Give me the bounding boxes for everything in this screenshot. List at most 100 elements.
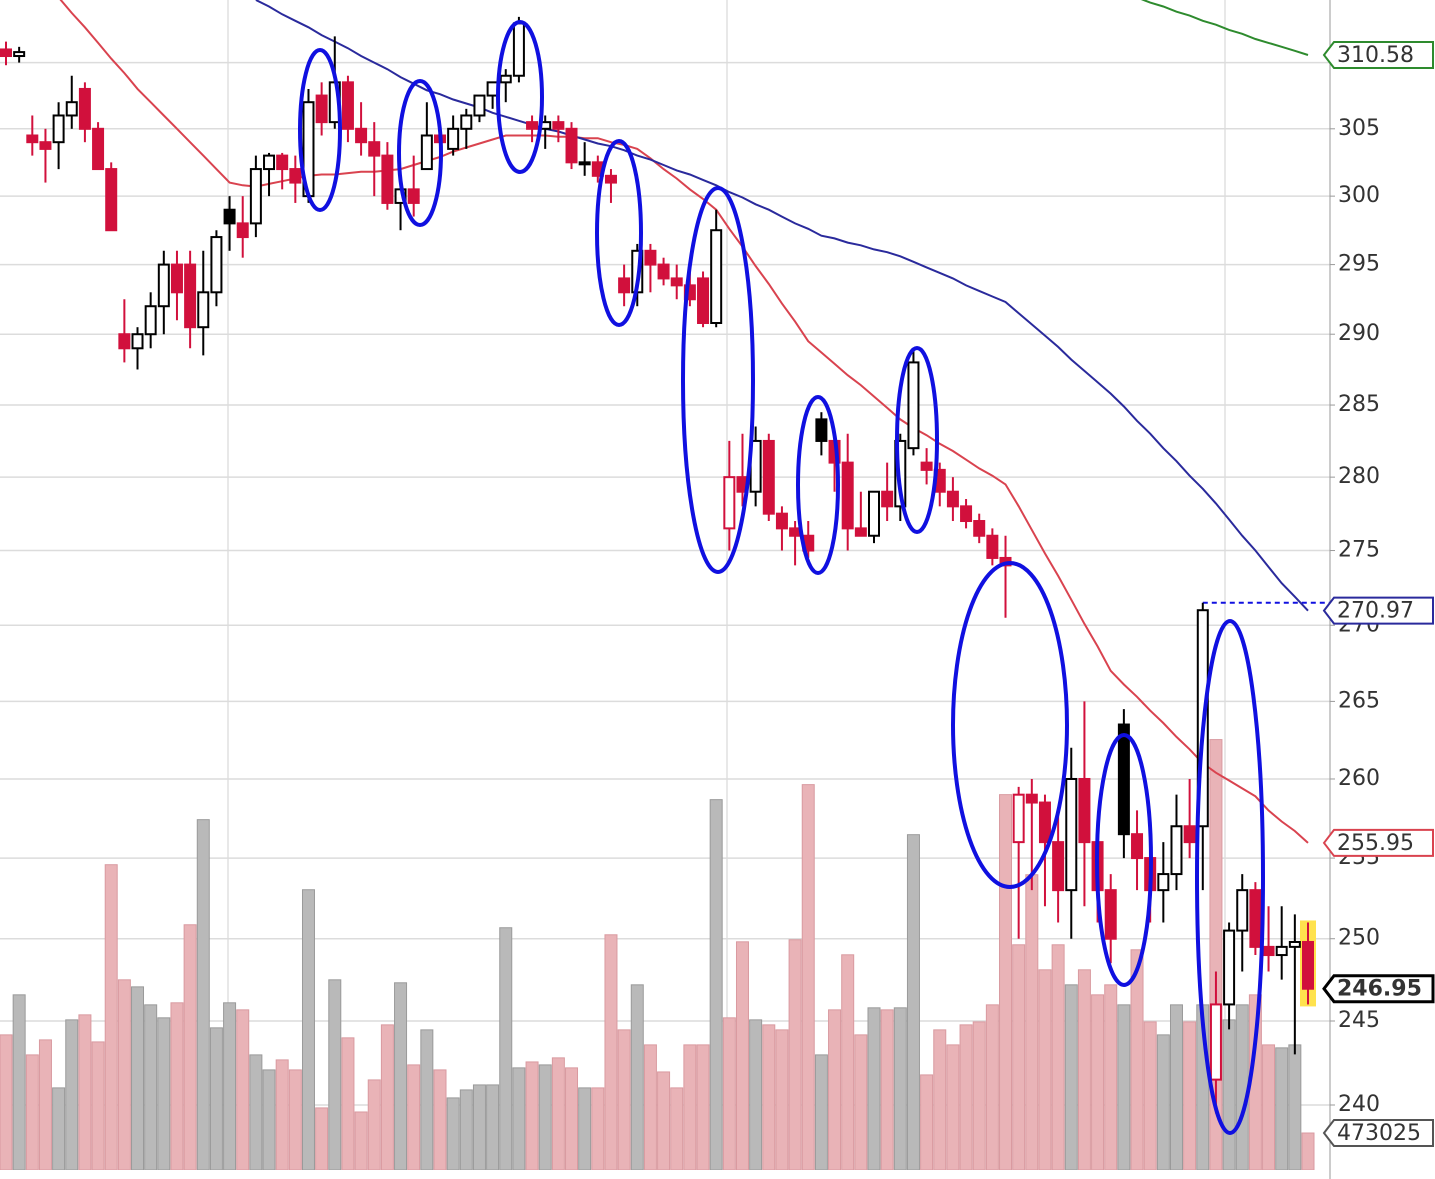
volume-bar: [131, 986, 145, 1170]
price-tag: [1322, 596, 1434, 625]
volume-bar: [209, 1027, 223, 1170]
candle-body: [315, 94, 328, 124]
volume-bar: [946, 1044, 960, 1170]
volume-bar: [183, 924, 197, 1170]
candle-body: [1170, 825, 1183, 876]
candle-body: [710, 229, 723, 324]
price-tag-label: 246.95: [1337, 977, 1422, 1002]
volume-bar: [1288, 1044, 1302, 1170]
candle-body: [341, 81, 354, 130]
candle-body: [210, 236, 223, 294]
volume-bar: [223, 1002, 237, 1170]
candle-body: [1065, 777, 1078, 892]
price-tag-label: 310.58: [1337, 43, 1414, 68]
volume-bar: [828, 1009, 842, 1170]
volume-bar: [170, 1002, 184, 1170]
candle-body: [1025, 793, 1038, 804]
volume-bar: [630, 984, 644, 1170]
volume-bar: [670, 1087, 684, 1170]
candle-body: [0, 48, 12, 58]
volume-bar: [486, 1084, 500, 1170]
y-tick-label: 300: [1338, 183, 1380, 208]
candle-body: [420, 134, 433, 171]
annotation-ellipse: [298, 48, 342, 212]
candle-body: [552, 121, 565, 130]
candle-body: [526, 121, 539, 130]
candle-body: [697, 277, 710, 324]
candle-body: [604, 174, 617, 184]
candle-body: [92, 127, 105, 171]
volume-bar: [1025, 874, 1039, 1170]
annotation-ellipse: [496, 20, 544, 174]
candle-body: [65, 101, 78, 117]
candle-body: [1052, 841, 1065, 892]
candle-body: [868, 490, 880, 537]
candle-body: [986, 534, 999, 559]
volume-bar: [525, 1061, 539, 1170]
volume-bar: [1130, 949, 1144, 1170]
volume-bar: [328, 979, 342, 1170]
price-tag: [1322, 1119, 1434, 1148]
volume-bar: [1183, 1021, 1197, 1170]
price-tag-label: 255.95: [1337, 831, 1414, 856]
candle-body: [289, 168, 302, 184]
moving-average-line: [59, 0, 1309, 844]
volume-bar: [1104, 984, 1118, 1170]
candle-body: [78, 87, 91, 130]
volume-bar: [91, 1041, 105, 1170]
candle-body: [1104, 889, 1117, 940]
volume-bar: [959, 1024, 973, 1170]
volume-bar: [683, 1044, 697, 1170]
candle-body: [657, 263, 670, 280]
volume-bar: [604, 934, 618, 1170]
volume-bar: [985, 1004, 999, 1170]
volume-bar: [446, 1097, 460, 1170]
volume-bar: [696, 1044, 710, 1170]
candle-body: [1209, 1003, 1222, 1081]
volume-bar: [196, 819, 210, 1170]
volume-bar: [999, 794, 1013, 1170]
candle-body: [118, 333, 131, 350]
price-tags: 255.95 270.97 310.58 246.95 473025: [1322, 40, 1435, 1148]
candle-body: [157, 263, 170, 308]
candle-body: [565, 127, 578, 164]
volume-bar: [578, 1087, 592, 1170]
volume-bar: [1262, 1044, 1276, 1170]
volume-bar: [1222, 1019, 1236, 1170]
volume-bar: [117, 979, 131, 1170]
volume-bar: [735, 941, 749, 1170]
volume-bar: [1064, 984, 1078, 1170]
volume-bar: [867, 1007, 881, 1170]
volume-bar: [301, 889, 315, 1170]
volume-bar: [722, 1017, 736, 1170]
volume-bar: [367, 1079, 381, 1170]
annotation-ellipse: [595, 139, 643, 327]
volume-bar: [25, 1054, 39, 1170]
candle-body: [276, 154, 289, 171]
candle-body: [1223, 929, 1236, 1006]
candle-body: [644, 249, 657, 266]
candle-body: [131, 333, 144, 350]
candle-body: [223, 208, 236, 225]
y-tick-label: 285: [1338, 392, 1380, 417]
annotation-ellipse: [1095, 733, 1153, 987]
volume-bar: [1301, 1132, 1315, 1170]
volume-bar: [880, 1009, 894, 1170]
volume-bar: [78, 1014, 92, 1170]
volume-bar: [972, 1021, 986, 1170]
volume-bar: [1038, 969, 1052, 1170]
volume-bar: [906, 834, 920, 1170]
candle-body: [447, 127, 460, 150]
volume-bar: [512, 1067, 526, 1170]
candle-body: [1183, 825, 1196, 844]
volume-bar: [920, 1074, 934, 1170]
candle-body: [762, 439, 775, 515]
volume-bar: [249, 1054, 263, 1170]
candle-body: [815, 418, 828, 442]
candle-body: [1038, 801, 1051, 844]
candle-body: [512, 22, 525, 77]
y-tick-label: 245: [1338, 1008, 1380, 1033]
candle-body: [249, 168, 262, 225]
price-tag: [1322, 40, 1434, 69]
